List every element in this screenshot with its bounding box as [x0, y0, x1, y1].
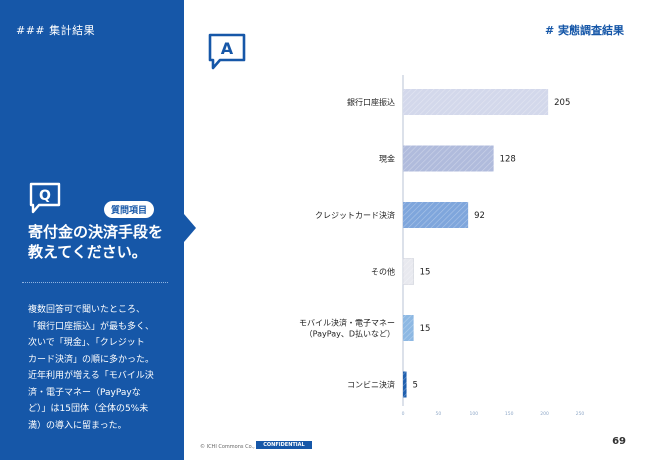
summary-text: 複数回答可で聞いたところ、 「銀行口座振込」が最も多く、 次いで「現金」、「クレ… — [28, 302, 176, 434]
speech-bubble-Q-icon: Q — [29, 182, 61, 214]
summary-line: 次いで「現金」、「クレジット — [28, 338, 145, 348]
header-tag: # 実態調査結果 — [544, 24, 624, 37]
x-tick-label: 150 — [505, 411, 514, 417]
question-badge: 質問項目 — [104, 201, 155, 218]
left-panel — [0, 0, 184, 460]
value-label: 15 — [420, 268, 431, 278]
question-line-2: 教えてください。 — [28, 243, 147, 261]
summary-line: ど）」は15団体（全体の5%未 — [28, 404, 149, 414]
bar-hatch — [403, 89, 549, 115]
summary-line: 複数回答可で聞いたところ、 — [28, 305, 146, 315]
bar-hatch — [403, 202, 469, 228]
bar-hatch — [403, 371, 407, 398]
x-tick-label: 0 — [402, 411, 405, 417]
summary-line: 近年利用が増える「モバイル決 — [28, 371, 154, 381]
bar-hatch — [403, 145, 494, 172]
bar-hatch — [403, 258, 414, 285]
svg-text:Q: Q — [39, 188, 51, 204]
panel-arrow — [184, 214, 196, 242]
category-label: その他 — [371, 267, 395, 277]
summary-line: 満）の導入に留まった。 — [28, 420, 127, 431]
summary-line: カード決済」の順に多かった。 — [28, 354, 155, 365]
category-label: 銀行口座振込 — [347, 97, 395, 107]
category-label: モバイル決済・電子マネー（PayPay、D払いなど） — [299, 318, 395, 339]
value-label: 92 — [474, 211, 485, 221]
category-label: 現金 — [379, 154, 395, 164]
category-label: クレジットカード決済 — [315, 210, 395, 220]
value-label: 15 — [420, 324, 431, 334]
question-line-1: 寄付金の決済手段を — [28, 223, 164, 241]
bar-chart: 銀行口座振込 205 現金 128 クレジットカード決済 92 その他 15 モバイル決済・電子… — [299, 75, 585, 417]
footer-copyright: © ICHI Commons Co., Ltd. — [200, 444, 266, 450]
page-number: 69 — [612, 436, 626, 447]
question-title: 寄付金の決済手段を 教えてください。 — [28, 222, 184, 262]
value-label: 205 — [554, 98, 570, 108]
summary-line: 「銀行口座振込」が最も多く、 — [28, 321, 155, 332]
bar-hatch — [403, 315, 414, 341]
x-tick-label: 200 — [540, 411, 549, 417]
summary-line: 済・電子マネー（PayPayな — [28, 387, 141, 398]
divider — [22, 282, 168, 283]
section-label: ### 集計結果 — [16, 24, 96, 37]
speech-bubble-A-icon: A — [208, 33, 246, 70]
svg-text:A: A — [221, 39, 234, 58]
value-label: 5 — [413, 381, 418, 391]
value-label: 128 — [500, 155, 516, 165]
category-label: コンビニ決済 — [347, 380, 395, 390]
x-tick-label: 100 — [470, 411, 479, 417]
x-tick-label: 50 — [436, 411, 442, 417]
x-tick-label: 250 — [576, 411, 585, 417]
confidential-label: CONFIDENTIAL — [256, 441, 312, 449]
